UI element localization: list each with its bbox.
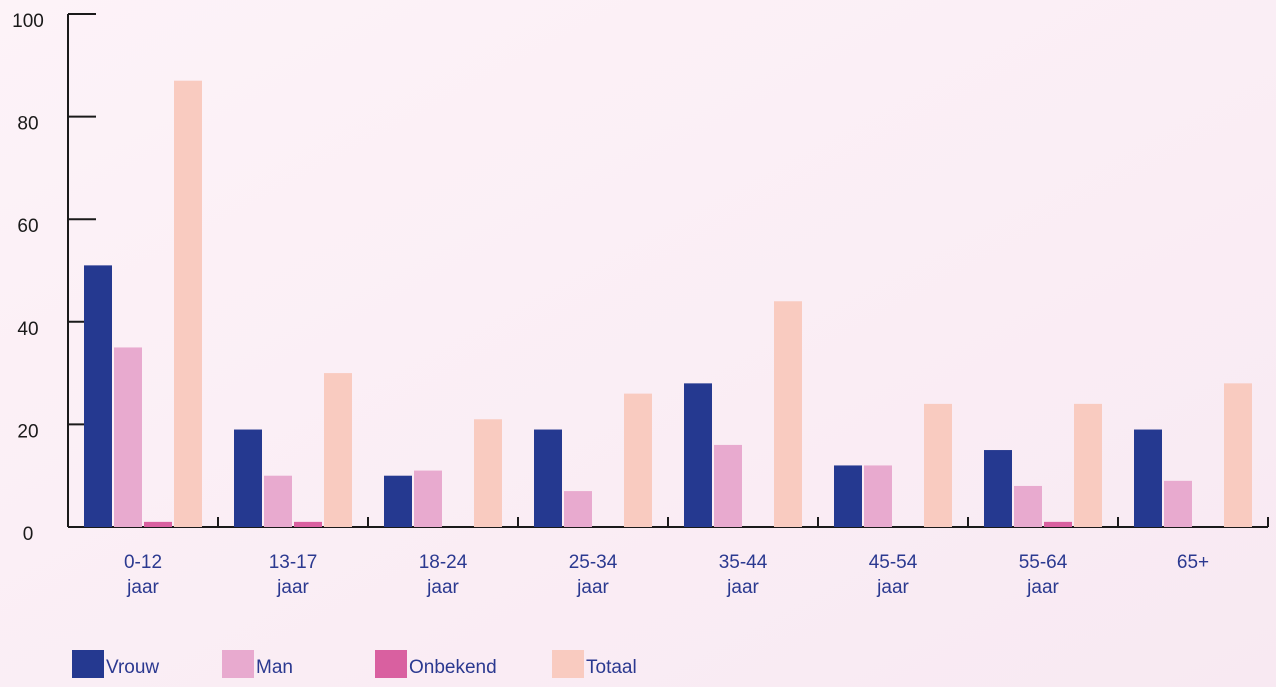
legend-swatch [222,650,254,678]
bar [984,450,1012,527]
bar [834,465,862,527]
x-tick-label: 13-17 jaar [269,552,318,598]
bar [774,301,802,527]
legend-label: Vrouw [106,657,159,678]
bar [864,465,892,527]
bar [474,419,502,527]
bar [384,475,412,527]
bar [564,491,592,527]
bar [684,383,712,527]
bar [534,429,562,527]
legend-label: Totaal [586,657,637,678]
bar [294,521,322,527]
bar [1164,480,1192,527]
legend-swatch [72,650,104,678]
x-tick-label: 25-34 jaar [569,552,618,598]
bar [84,265,112,527]
x-tick-label: 18-24 jaar [419,552,468,598]
y-tick-label: 60 [17,216,38,237]
x-tick-label: 65+ [1177,552,1209,573]
legend-label: Man [256,657,293,678]
y-tick-label: 100 [12,11,44,32]
bar [1224,383,1252,527]
y-tick-label: 0 [23,524,34,545]
bar [264,475,292,527]
x-tick-label: 0-12 jaar [124,552,162,598]
bar [924,403,952,527]
bar [114,347,142,527]
y-tick-label: 40 [17,319,38,340]
bar [1014,485,1042,527]
legend-swatch [375,650,407,678]
x-tick-label: 55-64 jaar [1019,552,1068,598]
bar [1074,403,1102,527]
bar [414,470,442,527]
legend-label: Onbekend [409,657,497,678]
bar [714,444,742,527]
bar [144,521,172,527]
bar [1044,521,1072,527]
bar [1134,429,1162,527]
x-tick-label: 35-44 jaar [719,552,768,598]
x-tick-label: 45-54 jaar [869,552,918,598]
bar [234,429,262,527]
y-tick-label: 20 [17,421,38,442]
bar [174,80,202,527]
legend-swatch [552,650,584,678]
bar [624,393,652,527]
bar [324,373,352,527]
y-tick-label: 80 [17,114,38,135]
